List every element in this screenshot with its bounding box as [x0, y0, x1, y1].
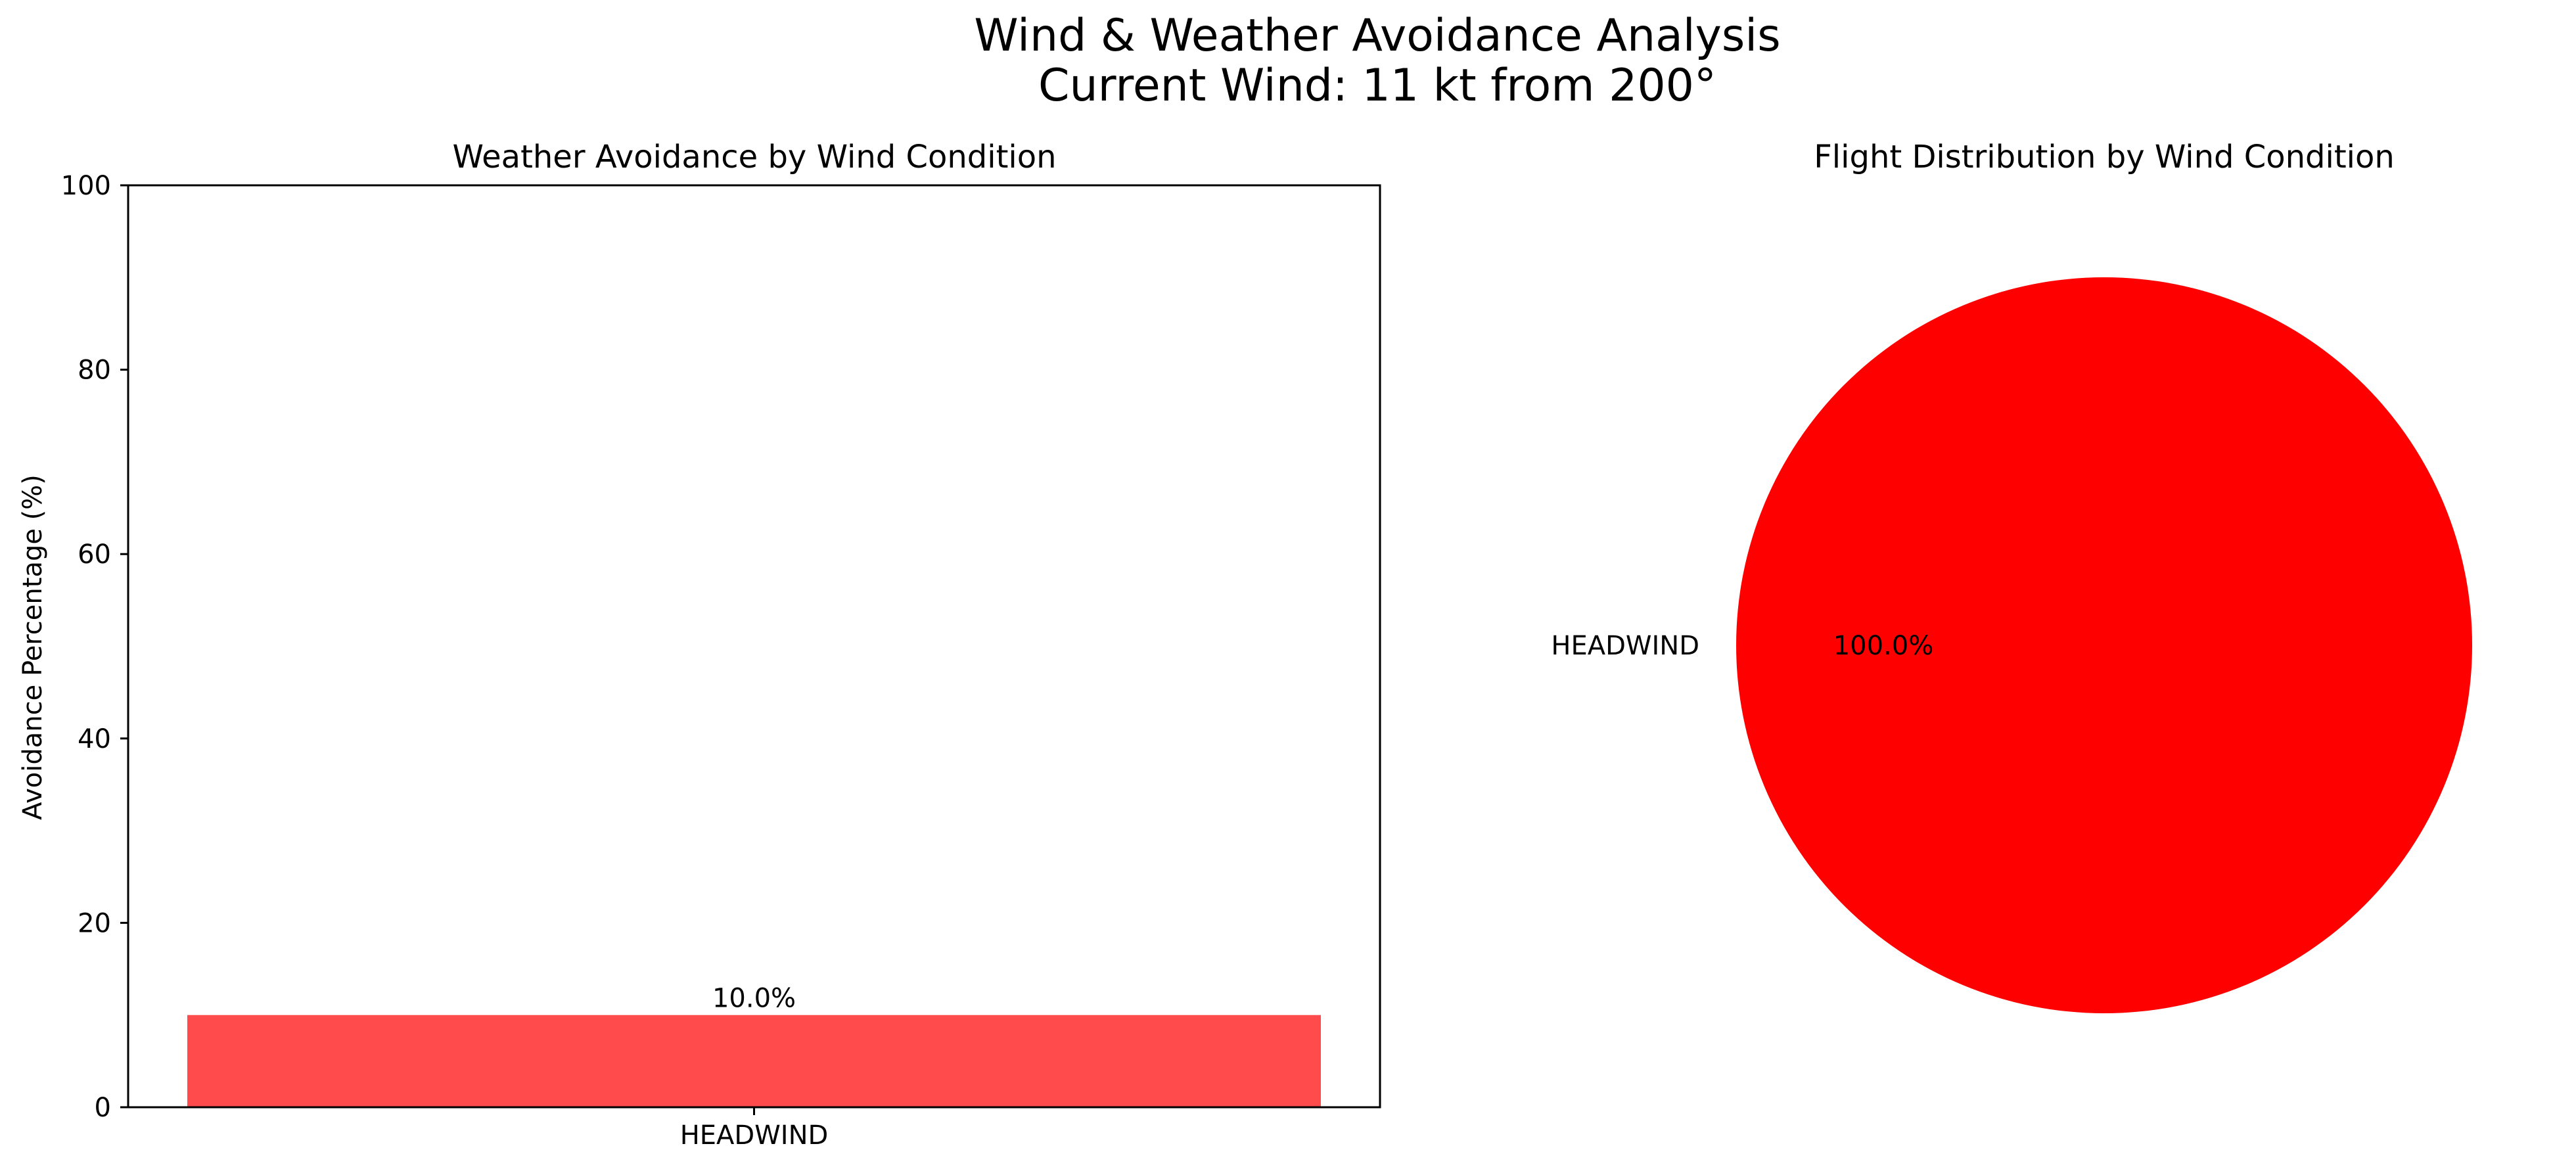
pie-chart-title: Flight Distribution by Wind Condition — [1814, 139, 2395, 175]
y-tick-label: 40 — [78, 724, 111, 754]
pie-label: HEADWIND — [1551, 631, 1699, 661]
bar-chart-ylabel: Avoidance Percentage (%) — [18, 474, 48, 820]
y-tick-label: 20 — [78, 908, 111, 938]
y-tick-label: 100 — [61, 171, 111, 201]
bar-chart: Weather Avoidance by Wind Condition Avoi… — [18, 139, 1381, 1151]
pie-chart: Flight Distribution by Wind Condition HE… — [1551, 139, 2472, 1013]
y-tick-label: 0 — [95, 1093, 111, 1123]
y-tick-label: 60 — [78, 539, 111, 570]
figure-title-line2: Current Wind: 11 kt from 200° — [1038, 60, 1716, 112]
figure-title-line1: Wind & Weather Avoidance Analysis — [974, 10, 1780, 62]
x-tick-label: HEADWIND — [680, 1120, 829, 1151]
y-tick-label: 80 — [78, 355, 111, 386]
bar-value-label: 10.0% — [712, 984, 796, 1014]
pie-slice — [1736, 277, 2472, 1013]
bar — [187, 1015, 1321, 1107]
pie-percent-label: 100.0% — [1833, 631, 1934, 661]
bar-chart-title: Weather Avoidance by Wind Condition — [452, 139, 1056, 175]
